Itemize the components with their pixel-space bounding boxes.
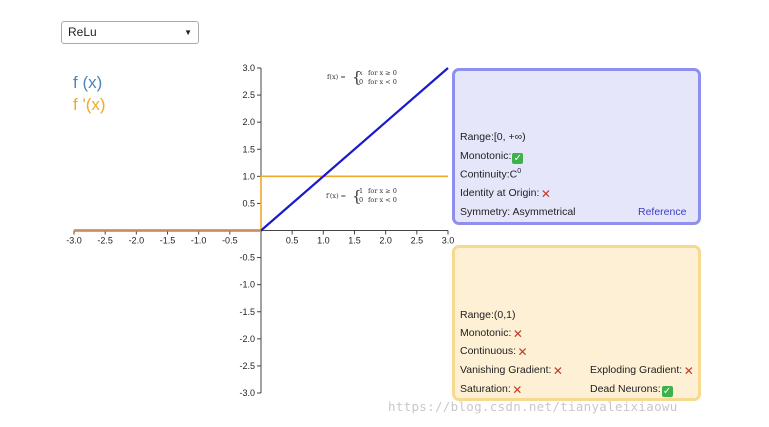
x-tick-label: 1.0 xyxy=(317,236,330,246)
y-tick-label: 0.5 xyxy=(242,198,255,208)
y-tick-label: -3.0 xyxy=(239,388,255,398)
formula-df-cond2: for x < 0 xyxy=(368,196,397,204)
derivative-saturation: Saturation:✕ xyxy=(460,383,523,396)
formula-df-case2: 0 xyxy=(359,196,363,204)
derivative-dead-neurons: Dead Neurons: ✓ xyxy=(590,383,673,397)
derivative-exploding: Exploding Gradient:✕ xyxy=(590,364,694,377)
y-tick-label: 2.0 xyxy=(242,117,255,127)
derivative-saturation-label: Saturation: xyxy=(460,383,511,395)
x-tick-label: 0.5 xyxy=(286,236,299,246)
derivative-vanishing: Vanishing Gradient:✕ xyxy=(460,364,563,377)
plot-axes: -3.0 -2.5 -2.0 -1.5 -1.0 -0.5 0.5 1.0 1.5 2.0 2.5 3… xyxy=(66,63,454,398)
x-tick-label: -3.0 xyxy=(66,236,82,246)
cross-icon: ✕ xyxy=(683,364,694,378)
legend-derivative: f '(x) xyxy=(73,95,106,114)
y-tick-label: 1.0 xyxy=(242,171,255,181)
function-identity: Identity at Origin:✕ xyxy=(460,187,551,200)
function-monotonic: Monotonic: ✓ xyxy=(460,150,524,164)
y-tick-label: -1.0 xyxy=(239,280,255,290)
function-properties-panel: Range:[0, +∞) Monotonic: ✓ Continuity:C0 … xyxy=(452,68,701,225)
y-tick-label: 2.5 xyxy=(242,90,255,100)
derivative-continuous: Continuous:✕ xyxy=(460,345,528,358)
x-tick-label: -0.5 xyxy=(222,236,238,246)
activation-dropdown[interactable]: ReLu ▼ xyxy=(61,21,199,44)
function-identity-label: Identity at Origin: xyxy=(460,187,540,199)
formula-f-lhs: f(x) = xyxy=(327,73,346,81)
x-tick-label: -1.5 xyxy=(160,236,176,246)
cross-icon: ✕ xyxy=(517,345,528,359)
formula-df-lhs: f′(x) = xyxy=(326,192,346,200)
cross-icon: ✕ xyxy=(512,383,523,397)
derivative-monotonic-label: Monotonic: xyxy=(460,327,512,339)
derivative-continuous-label: Continuous: xyxy=(460,345,517,357)
x-tick-label: -2.5 xyxy=(97,236,113,246)
cross-icon: ✕ xyxy=(552,364,563,378)
derivative-range: Range:(0,1) xyxy=(460,309,516,321)
chevron-down-icon: ▼ xyxy=(184,28,192,37)
check-icon: ✓ xyxy=(661,386,673,397)
function-continuity-sup: 0 xyxy=(517,168,522,175)
derivative-vanishing-label: Vanishing Gradient: xyxy=(460,364,552,376)
activation-dropdown-value: ReLu xyxy=(68,25,97,39)
derivative-exploding-label: Exploding Gradient: xyxy=(590,364,683,376)
plot-series xyxy=(74,67,449,232)
x-tick-label: 1.5 xyxy=(348,236,361,246)
formula-f-brace: { xyxy=(352,68,362,86)
function-range: Range:[0, +∞) xyxy=(460,131,526,143)
y-tick-label: -0.5 xyxy=(239,253,255,263)
derivative-monotonic: Monotonic:✕ xyxy=(460,327,523,340)
cross-icon: ✕ xyxy=(512,327,523,341)
y-tick-label: 3.0 xyxy=(242,63,255,73)
x-tick-label: 2.5 xyxy=(411,236,424,246)
x-tick-label: -2.0 xyxy=(129,236,145,246)
formula-f-cond1: for x ≥ 0 xyxy=(368,69,397,77)
formula-df-case1: 1 xyxy=(359,187,363,195)
watermark: https://blog.csdn.net/tianyaleixiaowu xyxy=(388,399,678,414)
formula-df-brace: { xyxy=(352,187,362,205)
x-tick-label: 2.0 xyxy=(379,236,392,246)
check-icon: ✓ xyxy=(512,153,524,164)
cross-icon: ✕ xyxy=(540,187,551,201)
y-tick-label: -2.5 xyxy=(239,361,255,371)
x-tick-label: 3.0 xyxy=(442,236,455,246)
function-symmetry: Symmetry: Asymmetrical xyxy=(460,206,576,218)
reference-link[interactable]: Reference xyxy=(638,206,687,218)
formula-f-cond2: for x < 0 xyxy=(368,78,397,86)
x-tick-label: -1.0 xyxy=(191,236,207,246)
y-tick-label: -2.0 xyxy=(239,334,255,344)
formula-df-cond1: for x ≥ 0 xyxy=(368,187,397,195)
y-tick-label: 1.5 xyxy=(242,144,255,154)
legend-function: f (x) xyxy=(73,73,103,92)
function-formula: f(x) = { x for x ≥ 0 0 for x < 0 xyxy=(327,68,397,86)
function-monotonic-label: Monotonic: xyxy=(460,150,512,162)
formula-f-case1: x xyxy=(359,69,363,77)
function-continuity-label: Continuity:C xyxy=(460,168,518,181)
derivative-dead-label: Dead Neurons: xyxy=(590,383,661,395)
formula-f-case2: 0 xyxy=(359,78,363,86)
y-tick-label: -1.5 xyxy=(239,307,255,317)
derivative-formula: f′(x) = { 1 for x ≥ 0 0 for x < 0 xyxy=(326,187,397,205)
derivative-properties-panel: Range:(0,1) Monotonic:✕ Continuous:✕ Van… xyxy=(452,245,701,401)
function-continuity: Continuity:C0 xyxy=(460,168,521,181)
